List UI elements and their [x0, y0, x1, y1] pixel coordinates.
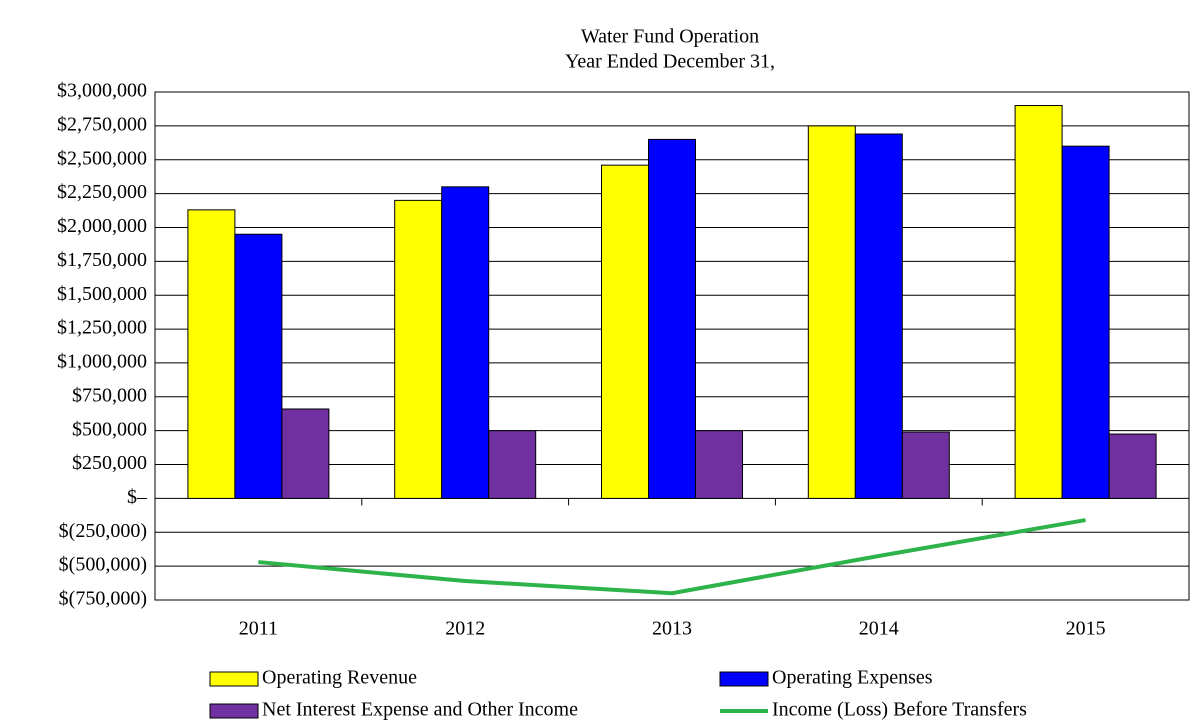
- bar: [695, 430, 743, 499]
- y-tick-label: $1,000,000: [57, 351, 147, 373]
- legend-label: Income (Loss) Before Transfers: [772, 699, 1027, 721]
- y-tick-label: $500,000: [72, 418, 147, 440]
- y-tick-label: $–: [127, 486, 148, 508]
- y-tick-label: $2,500,000: [57, 147, 147, 169]
- y-tick-label: $250,000: [72, 452, 147, 474]
- bar: [488, 430, 537, 499]
- y-tick-label: $(500,000): [59, 554, 147, 576]
- bar: [1061, 145, 1110, 499]
- y-tick-label: $1,750,000: [57, 249, 147, 271]
- legend-label: Operating Revenue: [262, 667, 417, 689]
- legend-swatch: [209, 671, 259, 687]
- plot-border: [154, 91, 1190, 601]
- bar: [648, 138, 696, 499]
- y-tick-label: $2,250,000: [57, 181, 147, 203]
- line: [258, 518, 1086, 596]
- y-tick-label: $(250,000): [59, 520, 147, 542]
- bar: [854, 133, 903, 499]
- legend-swatch: [209, 703, 259, 719]
- x-tick-label: 2013: [652, 618, 692, 640]
- x-tick-label: 2014: [859, 618, 899, 640]
- y-tick-label: $1,250,000: [57, 317, 147, 339]
- y-tick-label: $2,750,000: [57, 113, 147, 135]
- chart-subtitle: Year Ended December 31,: [565, 51, 775, 73]
- bar: [807, 125, 856, 499]
- legend-label: Net Interest Expense and Other Income: [262, 699, 578, 721]
- y-tick-label: $1,500,000: [57, 283, 147, 305]
- bar: [281, 408, 330, 499]
- x-tick-label: 2012: [445, 618, 485, 640]
- y-tick-label: $2,000,000: [57, 215, 147, 237]
- bar: [441, 186, 490, 499]
- bar: [234, 233, 283, 499]
- y-tick-label: $3,000,000: [57, 80, 147, 102]
- legend-label: Operating Expenses: [772, 667, 933, 689]
- bar: [394, 199, 443, 499]
- bar: [1108, 433, 1157, 499]
- x-tick-label: 2011: [239, 618, 278, 640]
- x-tick-label: 2015: [1066, 618, 1106, 640]
- y-tick-label: $(750,000): [59, 588, 147, 610]
- legend-swatch: [719, 671, 769, 687]
- bar: [601, 164, 649, 499]
- bar: [1014, 105, 1063, 499]
- bar: [901, 431, 950, 499]
- bar: [187, 209, 236, 499]
- chart-title: Water Fund Operation: [581, 26, 759, 48]
- y-tick-label: $750,000: [72, 384, 147, 406]
